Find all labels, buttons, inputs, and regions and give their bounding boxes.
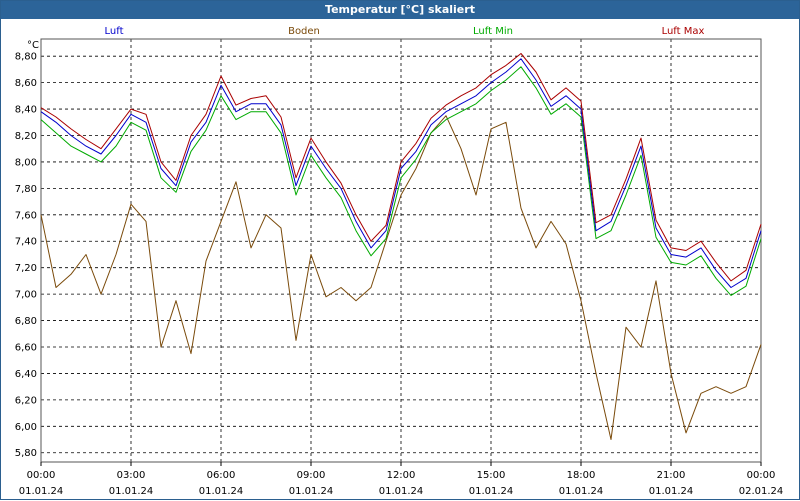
x-tick-date: 01.01.24: [289, 486, 334, 497]
x-tick-date: 01.01.24: [469, 486, 514, 497]
x-tick-time: 09:00: [297, 470, 326, 481]
x-tick-date: 02.01.24: [739, 486, 784, 497]
window-title: Temperatur [°C] skaliert: [1, 1, 799, 19]
y-tick-label: 6,40: [15, 369, 37, 380]
x-tick-time: 06:00: [207, 470, 236, 481]
y-tick-label: 8,80: [15, 52, 37, 63]
grid: [41, 39, 761, 462]
x-tick-time: 18:00: [567, 470, 596, 481]
x-tick-time: 00:00: [747, 470, 776, 481]
x-tick-date: 01.01.24: [199, 486, 244, 497]
legend-item-boden: Boden: [288, 26, 320, 37]
y-tick-label: 6,20: [15, 395, 37, 406]
legend-item-luft: Luft: [105, 26, 124, 37]
x-tick-date: 01.01.24: [109, 486, 154, 497]
x-tick-time: 15:00: [477, 470, 506, 481]
axis-labels: 8,80 8,60 8,40 8,20 8,00 7,80 7,60 7,40 7,20 7,00…: [15, 40, 784, 497]
y-tick-label: 7,60: [15, 210, 37, 221]
y-tick-label: 5,80: [15, 448, 37, 459]
series-line-luft-min: [40, 66, 762, 296]
legend-item-luft-max: Luft Max: [662, 26, 705, 37]
y-tick-label: 6,80: [15, 316, 37, 327]
series-line-boden: [40, 115, 762, 440]
x-tick-time: 00:00: [27, 470, 56, 481]
y-tick-label: 8,20: [15, 131, 37, 142]
y-tick-label: 7,00: [15, 290, 37, 301]
x-tick-date: 01.01.24: [649, 486, 694, 497]
y-tick-label: 8,60: [15, 78, 37, 89]
x-tick-date: 01.01.24: [19, 486, 64, 497]
y-tick-label: 7,20: [15, 263, 37, 274]
x-tick-time: 21:00: [657, 470, 686, 481]
series-layer: [40, 53, 762, 440]
y-tick-label: 6,00: [15, 422, 37, 433]
x-tick-date: 01.01.24: [559, 486, 604, 497]
x-tick-time: 03:00: [117, 470, 146, 481]
legend-item-luft-min: Luft Min: [473, 26, 513, 37]
y-tick-label: 8,00: [15, 157, 37, 168]
y-tick-label: 7,40: [15, 237, 37, 248]
y-tick-label: 6,60: [15, 342, 37, 353]
x-tick-date: 01.01.24: [379, 486, 424, 497]
legend: Luft Boden Luft Min Luft Max: [105, 26, 705, 37]
y-tick-label: 8,40: [15, 105, 37, 116]
x-tick-time: 12:00: [387, 470, 416, 481]
series-line-luft-max: [40, 53, 762, 282]
y-tick-label: 7,80: [15, 184, 37, 195]
series-line-luft: [40, 58, 762, 288]
y-axis-unit: °C: [27, 40, 39, 51]
